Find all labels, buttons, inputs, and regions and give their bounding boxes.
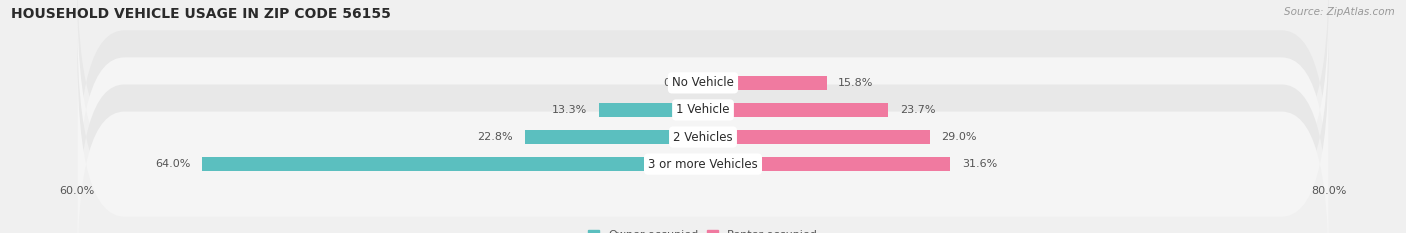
Text: 2 Vehicles: 2 Vehicles [673, 130, 733, 144]
Text: 3 or more Vehicles: 3 or more Vehicles [648, 158, 758, 171]
Text: 22.8%: 22.8% [477, 132, 513, 142]
Text: 1 Vehicle: 1 Vehicle [676, 103, 730, 116]
Bar [202, 157, 703, 171]
Text: 15.8%: 15.8% [838, 78, 873, 88]
Text: No Vehicle: No Vehicle [672, 76, 734, 89]
Bar [524, 130, 703, 144]
FancyBboxPatch shape [77, 27, 1329, 233]
Text: 23.7%: 23.7% [900, 105, 935, 115]
Bar [703, 76, 827, 90]
Bar [703, 130, 929, 144]
Text: 64.0%: 64.0% [155, 159, 191, 169]
Bar [599, 103, 703, 117]
FancyBboxPatch shape [77, 0, 1329, 220]
Bar [703, 157, 950, 171]
Text: 29.0%: 29.0% [942, 132, 977, 142]
Text: 31.6%: 31.6% [962, 159, 997, 169]
Text: 0.0%: 0.0% [664, 78, 692, 88]
FancyBboxPatch shape [77, 0, 1329, 193]
Text: 13.3%: 13.3% [553, 105, 588, 115]
FancyBboxPatch shape [77, 54, 1329, 233]
Bar [703, 103, 889, 117]
Legend: Owner-occupied, Renter-occupied: Owner-occupied, Renter-occupied [588, 230, 818, 233]
Text: Source: ZipAtlas.com: Source: ZipAtlas.com [1284, 7, 1395, 17]
Text: HOUSEHOLD VEHICLE USAGE IN ZIP CODE 56155: HOUSEHOLD VEHICLE USAGE IN ZIP CODE 5615… [11, 7, 391, 21]
